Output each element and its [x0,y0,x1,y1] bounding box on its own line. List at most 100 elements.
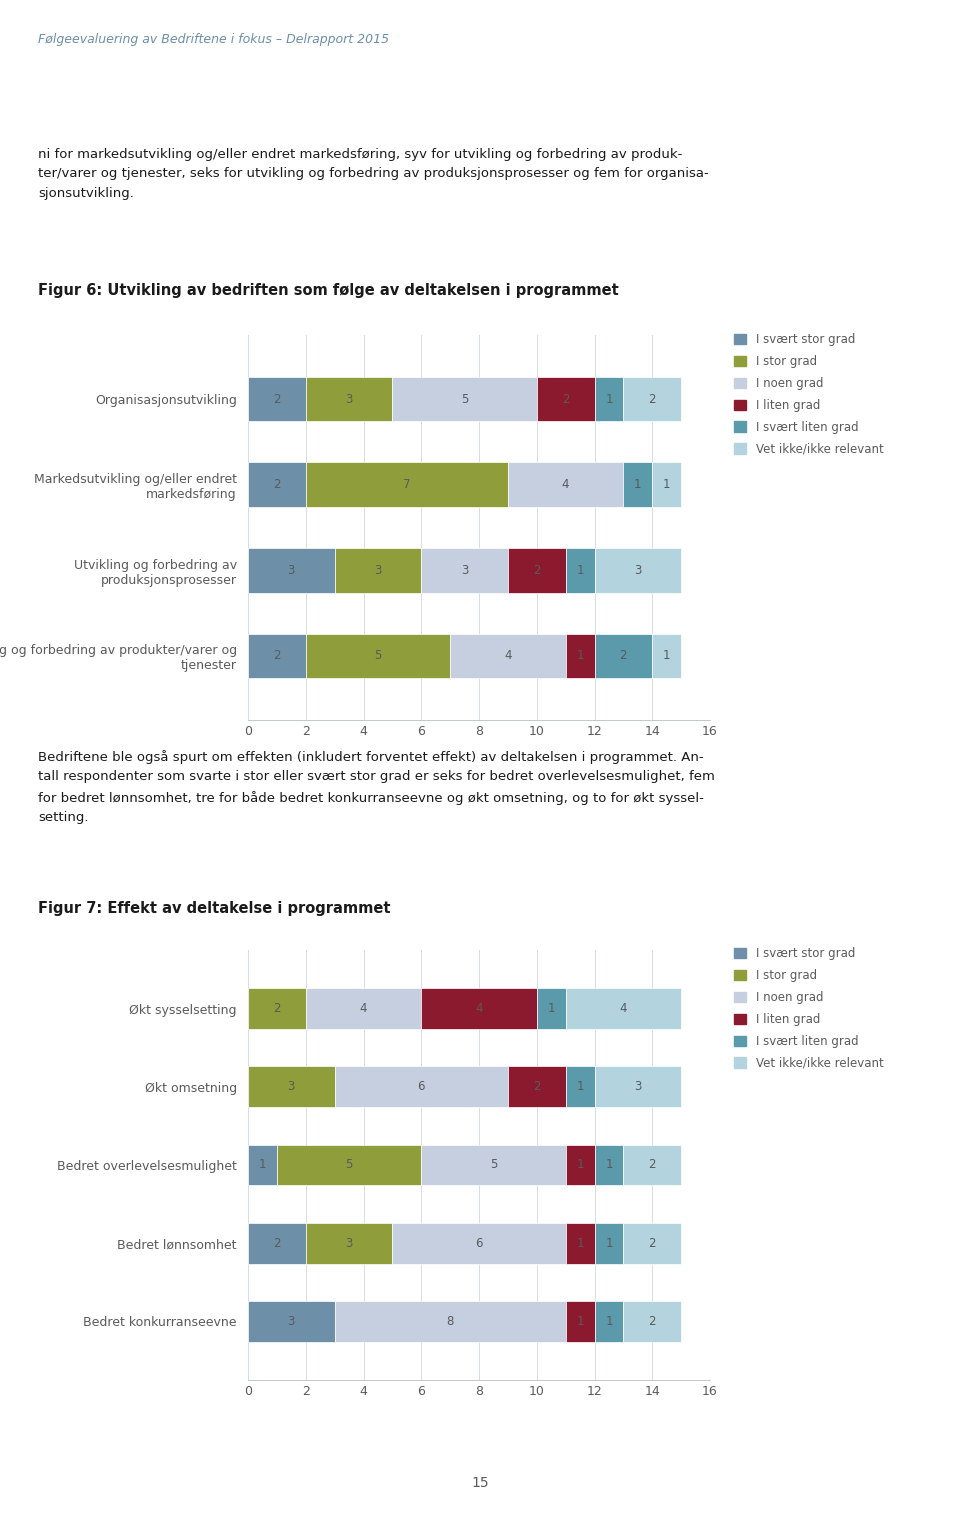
Bar [305,377,393,421]
Bar [248,548,335,592]
Text: 3: 3 [288,1080,295,1094]
Bar [248,462,305,508]
Text: 1: 1 [634,479,641,491]
Bar [248,1145,276,1185]
Text: 1: 1 [258,1159,266,1171]
Bar [594,633,652,679]
Text: 1: 1 [605,392,612,406]
Text: 1: 1 [663,479,670,491]
Bar [305,633,450,679]
Bar [565,548,594,592]
Bar [623,1223,682,1264]
Bar [594,377,623,421]
Text: 6: 6 [475,1236,483,1250]
Bar [276,1145,421,1185]
Text: 2: 2 [274,479,280,491]
Bar [305,462,508,508]
Bar [594,1301,623,1342]
Bar [248,1223,305,1264]
Text: 3: 3 [288,1315,295,1327]
Bar [248,377,305,421]
Text: 5: 5 [490,1159,497,1171]
Text: 1: 1 [663,650,670,662]
Bar [594,1067,682,1107]
Text: 3: 3 [635,1080,641,1094]
Text: 2: 2 [274,650,280,662]
Text: 3: 3 [635,564,641,577]
Bar [393,1223,565,1264]
Bar [623,1145,682,1185]
Text: Figur 7: Effekt av deltakelse i programmet: Figur 7: Effekt av deltakelse i programm… [38,900,391,915]
Text: 7: 7 [403,479,411,491]
Text: 3: 3 [461,564,468,577]
Text: 2: 2 [649,1236,656,1250]
Text: 1: 1 [576,650,584,662]
Text: 5: 5 [461,392,468,406]
Text: Figur 6: Utvikling av bedriften som følge av deltakelsen i programmet: Figur 6: Utvikling av bedriften som følg… [38,283,619,298]
Text: 2: 2 [274,392,280,406]
Text: Bedriftene ble også spurt om effekten (inkludert forventet effekt) av deltakelse: Bedriftene ble også spurt om effekten (i… [38,750,715,824]
Text: 4: 4 [562,479,569,491]
Text: 2: 2 [649,1315,656,1327]
Bar [248,988,305,1029]
Bar [508,462,623,508]
Text: 4: 4 [619,1001,627,1015]
Text: 3: 3 [288,564,295,577]
Bar [565,1301,594,1342]
Bar [248,1067,335,1107]
Bar [594,548,682,592]
Text: 1: 1 [547,1001,555,1015]
Text: 1: 1 [576,1159,584,1171]
Bar [594,1223,623,1264]
Text: ni for markedsutvikling og/eller endret markedsføring, syv for utvikling og forb: ni for markedsutvikling og/eller endret … [38,148,709,200]
Text: 2: 2 [619,650,627,662]
Text: 5: 5 [374,650,382,662]
Bar [508,548,565,592]
Text: 2: 2 [649,392,656,406]
Bar [305,988,421,1029]
Bar [450,633,565,679]
Text: 5: 5 [346,1159,352,1171]
Text: 3: 3 [346,1236,352,1250]
Text: 3: 3 [374,564,382,577]
Text: 2: 2 [533,564,540,577]
Text: 2: 2 [533,1080,540,1094]
Bar [565,1067,594,1107]
Text: 15: 15 [471,1476,489,1489]
Text: 1: 1 [605,1315,612,1327]
Bar [537,377,594,421]
Text: 4: 4 [475,1001,483,1015]
Text: 1: 1 [576,1236,584,1250]
Bar [565,633,594,679]
Bar [652,633,682,679]
Bar [248,633,305,679]
Legend: I svært stor grad, I stor grad, I noen grad, I liten grad, I svært liten grad, V: I svært stor grad, I stor grad, I noen g… [734,947,883,1070]
Text: 1: 1 [576,1080,584,1094]
Text: 2: 2 [274,1001,280,1015]
Text: 1: 1 [605,1236,612,1250]
Text: 6: 6 [418,1080,425,1094]
Bar [335,1301,565,1342]
Bar [594,1145,623,1185]
Bar [248,1301,335,1342]
Text: 3: 3 [346,392,352,406]
Bar [421,1145,565,1185]
Bar [623,377,682,421]
Bar [623,462,652,508]
Bar [652,462,682,508]
Bar [565,1223,594,1264]
Bar [565,988,682,1029]
Legend: I svært stor grad, I stor grad, I noen grad, I liten grad, I svært liten grad, V: I svært stor grad, I stor grad, I noen g… [734,333,883,456]
Bar [335,1067,508,1107]
Text: 8: 8 [446,1315,454,1327]
Text: 1: 1 [576,564,584,577]
Text: Følgeevaluering av Bedriftene i fokus – Delrapport 2015: Følgeevaluering av Bedriftene i fokus – … [38,32,390,45]
Text: 4: 4 [504,650,512,662]
Bar [421,548,508,592]
Text: 2: 2 [562,392,569,406]
Text: 2: 2 [274,1236,280,1250]
Text: 1: 1 [576,1315,584,1327]
Bar [508,1067,565,1107]
Text: 4: 4 [360,1001,368,1015]
Bar [623,1301,682,1342]
